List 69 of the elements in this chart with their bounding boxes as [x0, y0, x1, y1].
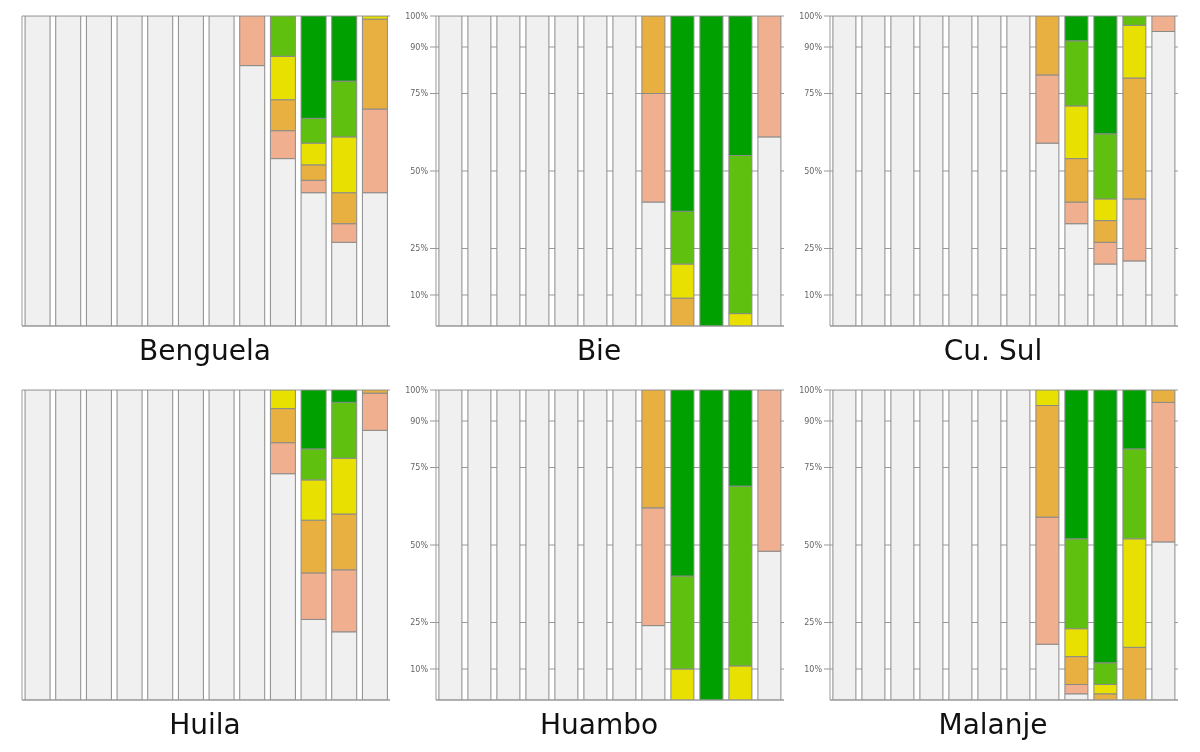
y-tick-label: 75%	[804, 89, 823, 99]
bar	[583, 390, 608, 700]
bar	[147, 390, 174, 700]
bar	[948, 390, 973, 700]
bar	[208, 390, 235, 700]
bar	[467, 390, 492, 700]
y-tick-label: 10%	[804, 664, 823, 674]
bar	[1006, 16, 1031, 326]
bar	[177, 390, 204, 700]
y-tick-label: 90%	[804, 416, 823, 426]
y-tick-label: 25%	[410, 618, 429, 628]
y-tick-label: 10%	[410, 664, 429, 674]
y-tick-label: 50%	[410, 540, 429, 550]
y-tick-label: 90%	[804, 42, 823, 52]
bar	[208, 16, 235, 326]
bar	[699, 16, 724, 326]
bar	[554, 16, 579, 326]
bar	[890, 390, 915, 700]
bar	[948, 16, 973, 326]
text: Huila	[169, 708, 241, 741]
bar	[85, 390, 112, 700]
bar	[116, 16, 143, 326]
y-tick-label: 100%	[405, 11, 429, 21]
bar	[919, 390, 944, 700]
y-tick-label: 10%	[410, 290, 429, 300]
y-tick-label: 90%	[410, 42, 429, 52]
bar	[467, 16, 492, 326]
bar	[554, 390, 579, 700]
y-tick-label: 50%	[410, 166, 429, 176]
bar	[116, 390, 143, 700]
bar	[919, 16, 944, 326]
bar	[496, 390, 521, 700]
bar	[525, 16, 550, 326]
y-tick-label: 100%	[799, 11, 823, 21]
bar	[525, 390, 550, 700]
bar	[583, 16, 608, 326]
bar	[699, 390, 724, 700]
bar	[55, 390, 82, 700]
y-tick-label: 100%	[405, 385, 429, 395]
bar	[147, 16, 174, 326]
bar	[977, 16, 1002, 326]
y-tick-label: 25%	[804, 244, 823, 254]
y-tick-label: 25%	[410, 244, 429, 254]
text: Cu. Sul	[943, 334, 1043, 367]
bar	[612, 16, 637, 326]
text: Benguela	[139, 334, 271, 367]
y-tick-label: 75%	[410, 463, 429, 473]
text: Bie	[576, 334, 622, 367]
y-tick-label: 100%	[799, 385, 823, 395]
y-tick-label: 75%	[804, 463, 823, 473]
bar	[55, 16, 82, 326]
text: Huambo	[539, 708, 659, 741]
y-tick-label: 10%	[804, 290, 823, 300]
bar	[85, 16, 112, 326]
y-tick-label: 75%	[410, 89, 429, 99]
text: Malanje	[938, 708, 1048, 741]
y-tick-label: 50%	[804, 166, 823, 176]
bar	[496, 16, 521, 326]
y-tick-label: 50%	[804, 540, 823, 550]
bar	[861, 16, 886, 326]
bar	[239, 390, 266, 700]
bar	[861, 390, 886, 700]
bar	[612, 390, 637, 700]
bar	[1006, 390, 1031, 700]
bar	[977, 390, 1002, 700]
y-tick-label: 90%	[410, 416, 429, 426]
bar	[177, 16, 204, 326]
y-tick-label: 25%	[804, 618, 823, 628]
bar	[890, 16, 915, 326]
